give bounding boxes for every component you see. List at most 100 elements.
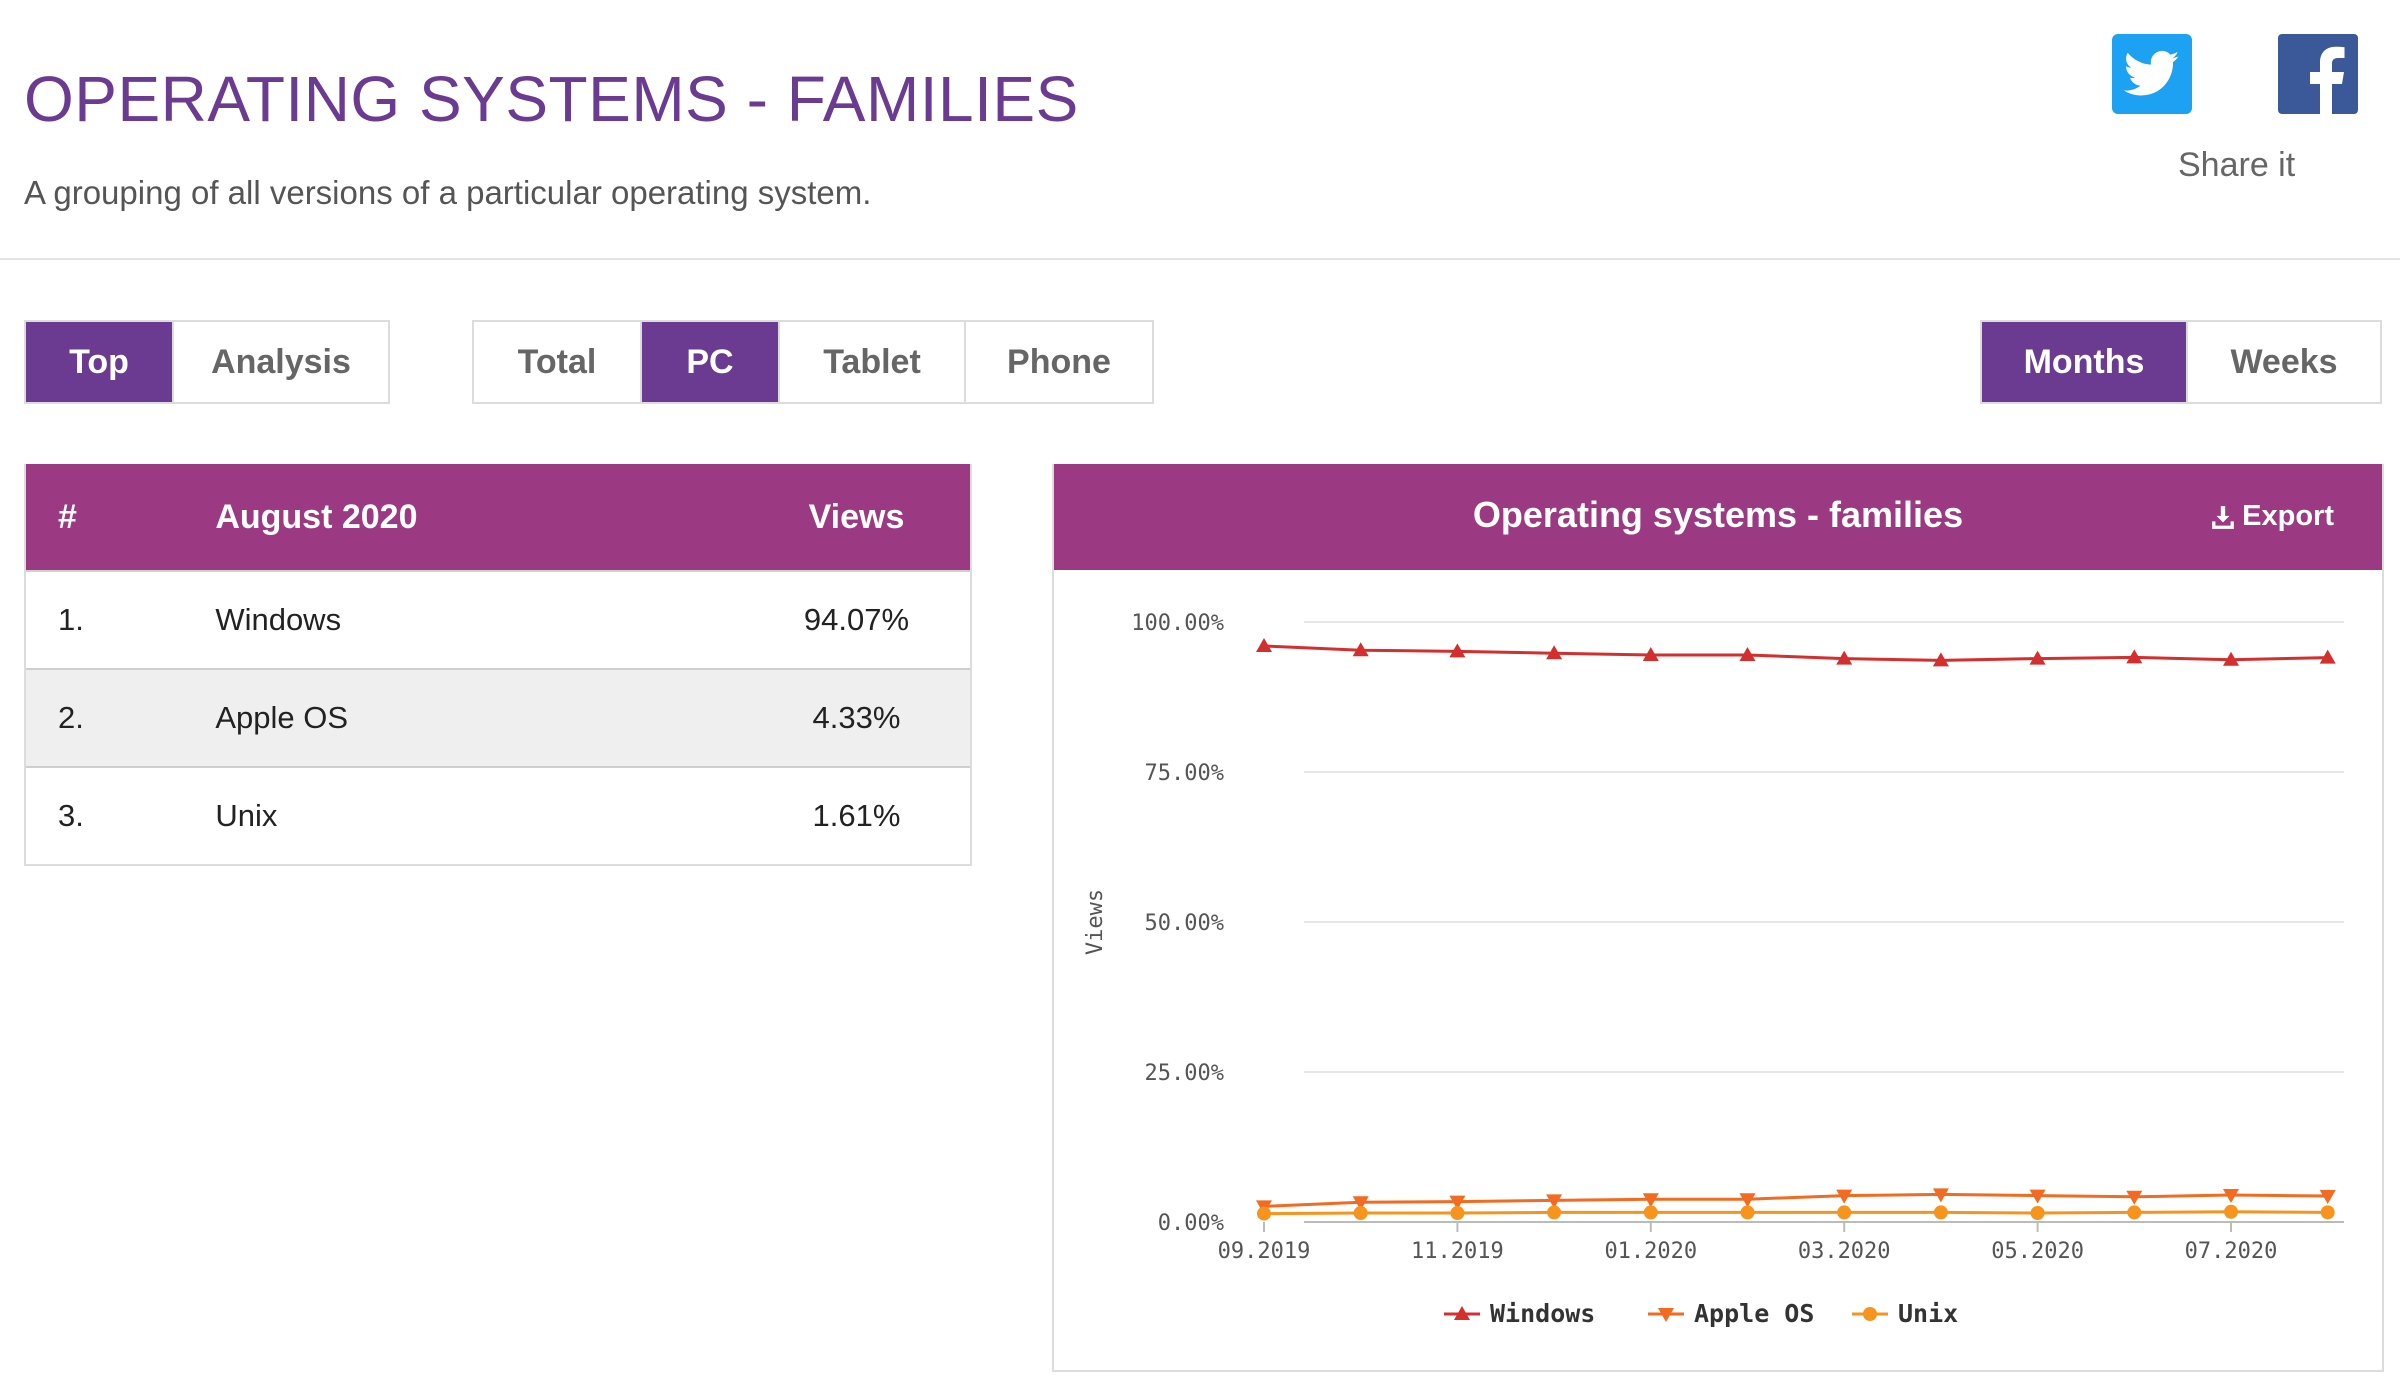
- point-windows: [1449, 643, 1466, 658]
- point-windows: [1256, 638, 1272, 652]
- point-unix: [1837, 1205, 1852, 1220]
- row-views: 1.61%: [812, 798, 901, 833]
- legend-marker-unix: [1863, 1307, 1877, 1321]
- point-unix: [1257, 1206, 1271, 1221]
- device-tabs: Total PC Tablet Phone: [472, 320, 1154, 404]
- x-tick-label: 01.2020: [1604, 1239, 1697, 1264]
- twitter-icon: [2124, 50, 2180, 96]
- export-label: Export: [2242, 500, 2334, 532]
- chart-title: Operating systems - families: [1472, 494, 1964, 535]
- tab-pc[interactable]: PC: [642, 322, 780, 402]
- legend-marker-windows: [1454, 1306, 1470, 1320]
- point-unix: [2030, 1206, 2045, 1220]
- ranking-table: # August 2020 Views 1. Windows 94.07% 2.…: [24, 464, 972, 866]
- point-windows: [2319, 649, 2336, 664]
- point-windows: [2126, 649, 2143, 664]
- point-apple-os: [2126, 1190, 2143, 1205]
- mode-tabs: Top Analysis: [24, 320, 390, 404]
- point-apple-os: [1449, 1195, 1466, 1210]
- point-apple-os: [1739, 1193, 1756, 1208]
- point-windows: [1836, 650, 1853, 665]
- tab-months[interactable]: Months: [1982, 322, 2188, 402]
- point-windows: [1352, 642, 1369, 657]
- chart-panel: Operating systems - families Export 0.00…: [1052, 464, 2384, 1372]
- legend-label-windows: Windows: [1490, 1299, 1595, 1328]
- point-apple-os: [2319, 1190, 2336, 1205]
- header-divider: [0, 258, 2400, 260]
- point-apple-os: [2223, 1189, 2239, 1203]
- page-title: OPERATING SYSTEMS - FAMILIES: [24, 63, 1079, 135]
- point-unix: [2127, 1205, 2142, 1220]
- legend-label-apple-os: Apple OS: [1694, 1299, 1814, 1328]
- table-header: # August 2020 Views: [26, 464, 970, 570]
- point-windows: [1642, 647, 1659, 661]
- tab-analysis[interactable]: Analysis: [174, 322, 388, 402]
- header-views: Views: [808, 497, 905, 536]
- x-tick-label: 11.2019: [1411, 1239, 1504, 1264]
- legend-label-unix: Unix: [1898, 1299, 1958, 1328]
- y-tick-label: 50.00%: [1145, 911, 1224, 936]
- x-tick-label: 07.2020: [2185, 1239, 2278, 1264]
- share-panel: Share it: [2100, 30, 2358, 200]
- point-apple-os: [1642, 1193, 1659, 1208]
- series-line-unix: [1263, 1210, 2328, 1216]
- tab-phone[interactable]: Phone: [966, 322, 1152, 402]
- point-apple-os: [1932, 1188, 1949, 1203]
- table-row: 1. Windows 94.07%: [26, 570, 970, 668]
- legend-marker-apple-os: [1658, 1308, 1674, 1322]
- point-windows: [1739, 647, 1756, 661]
- header-period: August 2020: [215, 497, 418, 536]
- table-row: 3. Unix 1.61%: [26, 766, 970, 864]
- row-rank: 3.: [58, 798, 84, 833]
- tab-tablet[interactable]: Tablet: [780, 322, 966, 402]
- y-tick-label: 75.00%: [1145, 761, 1224, 786]
- series-line-apple-os: [1263, 1192, 2328, 1208]
- point-unix: [2320, 1205, 2335, 1220]
- line-chart: 0.00% 25.00% 50.00% 75.00% 100.00% 09.2019 11.…: [1083, 611, 2344, 1328]
- table-row: 2. Apple OS 4.33%: [26, 668, 970, 766]
- x-tick-label: 05.2020: [1991, 1239, 2084, 1264]
- point-unix: [1643, 1205, 1658, 1220]
- chart-header: Operating systems - families Export: [1054, 464, 2382, 570]
- point-apple-os: [1836, 1189, 1853, 1204]
- row-name: Windows: [215, 602, 342, 637]
- point-apple-os: [1352, 1196, 1369, 1211]
- share-label: Share it: [2178, 146, 2296, 184]
- point-unix: [1547, 1205, 1562, 1220]
- point-unix: [1353, 1206, 1368, 1220]
- x-tick-label: 03.2020: [1798, 1239, 1891, 1264]
- point-windows: [1546, 645, 1563, 660]
- point-unix: [1933, 1205, 1948, 1220]
- point-apple-os: [1546, 1194, 1563, 1209]
- point-apple-os: [2029, 1189, 2046, 1204]
- facebook-icon: [2310, 46, 2345, 114]
- row-views: 4.33%: [812, 700, 901, 735]
- tab-total[interactable]: Total: [474, 322, 642, 402]
- tab-top[interactable]: Top: [26, 322, 174, 402]
- page-subtitle: A grouping of all versions of a particul…: [24, 174, 872, 211]
- row-views: 94.07%: [803, 602, 910, 637]
- facebook-share-button[interactable]: [2278, 34, 2358, 114]
- twitter-share-button[interactable]: [2112, 34, 2192, 114]
- point-unix: [2224, 1204, 2238, 1219]
- download-icon: [2212, 505, 2234, 529]
- y-tick-label: 25.00%: [1145, 1061, 1224, 1086]
- row-rank: 1.: [58, 602, 84, 637]
- row-name: Unix: [215, 798, 278, 833]
- point-windows: [1932, 652, 1949, 667]
- row-rank: 2.: [58, 700, 84, 735]
- tab-weeks[interactable]: Weeks: [2188, 322, 2380, 402]
- y-tick-label: 0.00%: [1158, 1211, 1224, 1236]
- y-axis-title: Views: [1083, 889, 1108, 955]
- point-windows: [2223, 651, 2239, 666]
- export-button[interactable]: Export: [2210, 500, 2334, 533]
- point-unix: [1740, 1205, 1755, 1220]
- period-tabs: Months Weeks: [1980, 320, 2382, 404]
- point-windows: [2029, 650, 2046, 665]
- header-rank: #: [58, 497, 77, 536]
- series-line-windows: [1263, 644, 2328, 662]
- point-unix: [1450, 1206, 1465, 1220]
- row-name: Apple OS: [215, 700, 349, 735]
- x-tick-label: 09.2019: [1218, 1239, 1311, 1264]
- y-tick-label: 100.00%: [1131, 611, 1224, 636]
